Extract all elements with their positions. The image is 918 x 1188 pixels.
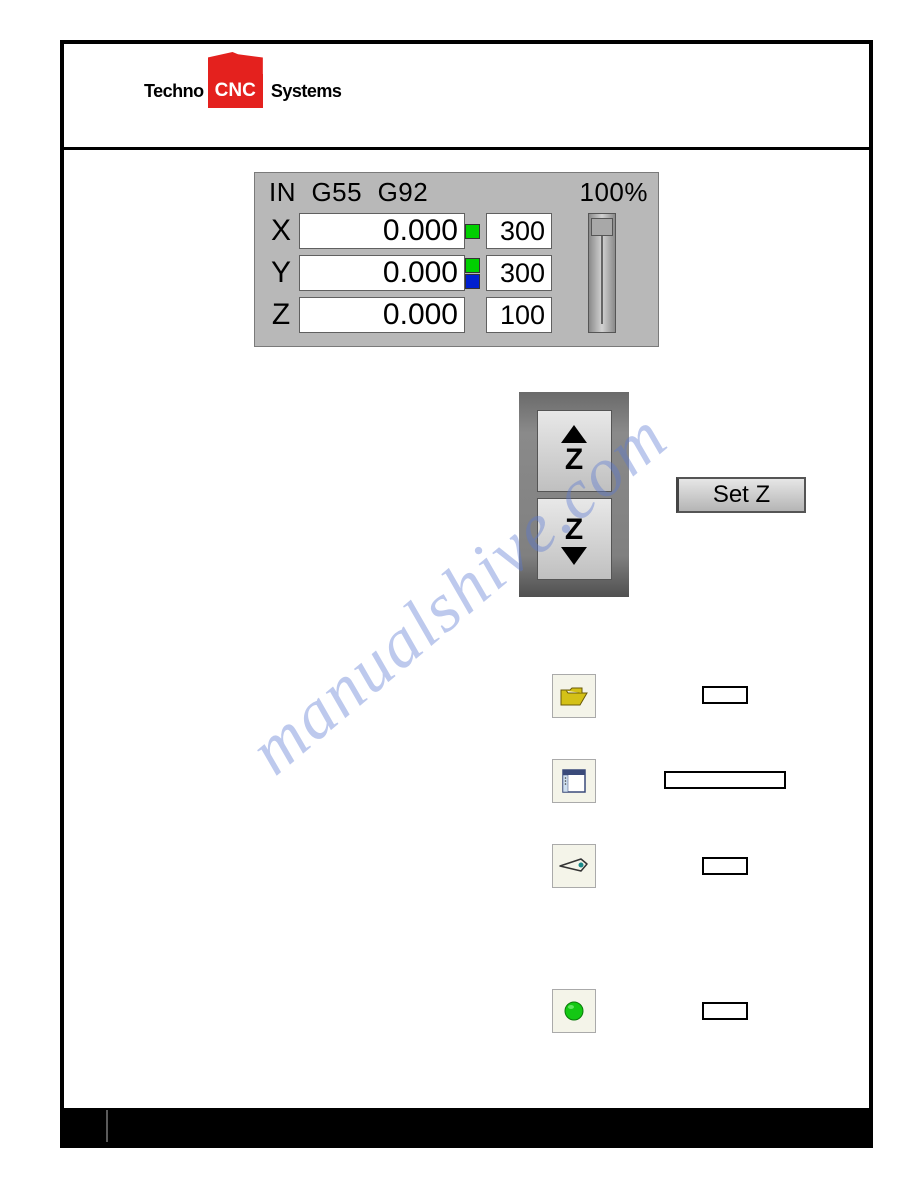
indicator-green-icon bbox=[465, 258, 480, 273]
open-label-box bbox=[702, 686, 748, 704]
axis-feed-y[interactable]: 300 bbox=[486, 255, 552, 291]
preview-button[interactable] bbox=[552, 844, 596, 888]
logo: Techno CNC Systems bbox=[144, 74, 341, 108]
axis-feed-z[interactable]: 100 bbox=[486, 297, 552, 333]
dro-row-x: X 0.000 300 bbox=[263, 210, 552, 252]
dro-wcs: G55 bbox=[311, 177, 362, 207]
indicator-green-icon bbox=[465, 224, 480, 239]
header-divider bbox=[64, 147, 869, 150]
override-slider-area bbox=[552, 210, 652, 336]
axis-indicator-y bbox=[465, 258, 483, 289]
dro-row-y: Y 0.000 300 bbox=[263, 252, 552, 294]
arrow-up-icon bbox=[561, 425, 587, 443]
circle-green-icon bbox=[563, 1000, 585, 1022]
preview-label-box bbox=[702, 857, 748, 875]
slider-track-line bbox=[601, 222, 603, 324]
run-label-box bbox=[702, 1002, 748, 1020]
dro-units: IN bbox=[269, 177, 296, 207]
logo-badge: CNC bbox=[208, 74, 263, 108]
z-down-button[interactable]: Z bbox=[537, 498, 612, 580]
dro-offset: G92 bbox=[378, 177, 429, 207]
editor-button[interactable] bbox=[552, 759, 596, 803]
footer-bar bbox=[64, 1108, 869, 1144]
arrow-down-icon bbox=[561, 547, 587, 565]
logo-text-left: Techno bbox=[144, 81, 204, 102]
dro-status-row: IN G55 G92 100% bbox=[255, 173, 658, 210]
dro-axes: X 0.000 300 Y 0.000 300 Z 0.000 100 bbox=[263, 210, 552, 336]
override-slider[interactable] bbox=[588, 213, 616, 333]
folder-open-icon bbox=[560, 685, 588, 707]
dro-panel: IN G55 G92 100% X 0.000 300 Y 0.000 300 bbox=[254, 172, 659, 347]
axis-label-x: X bbox=[263, 214, 299, 248]
axis-label-z: Z bbox=[263, 298, 299, 332]
run-button[interactable] bbox=[552, 989, 596, 1033]
eye-icon bbox=[559, 857, 589, 875]
dro-row-z: Z 0.000 100 bbox=[263, 294, 552, 336]
logo-text-right: Systems bbox=[271, 81, 342, 102]
axis-value-x[interactable]: 0.000 bbox=[299, 213, 465, 249]
axis-value-z[interactable]: 0.000 bbox=[299, 297, 465, 333]
axis-indicator-x bbox=[465, 224, 483, 239]
window-icon bbox=[562, 769, 586, 793]
axis-value-y[interactable]: 0.000 bbox=[299, 255, 465, 291]
dro-override: 100% bbox=[580, 177, 649, 208]
axis-feed-x[interactable]: 300 bbox=[486, 213, 552, 249]
z-jog-panel: Z Z bbox=[519, 392, 629, 597]
set-z-button[interactable]: Set Z bbox=[676, 477, 806, 513]
footer-divider bbox=[106, 1110, 108, 1142]
editor-label-box bbox=[664, 771, 786, 789]
z-up-button[interactable]: Z bbox=[537, 410, 612, 492]
indicator-blue-icon bbox=[465, 274, 480, 289]
open-file-button[interactable] bbox=[552, 674, 596, 718]
z-up-label: Z bbox=[565, 443, 583, 477]
z-down-label: Z bbox=[565, 513, 583, 547]
slider-thumb[interactable] bbox=[591, 218, 613, 236]
axis-label-y: Y bbox=[263, 256, 299, 290]
page-content: Techno CNC Systems IN G55 G92 100% X 0.0… bbox=[64, 44, 869, 1144]
